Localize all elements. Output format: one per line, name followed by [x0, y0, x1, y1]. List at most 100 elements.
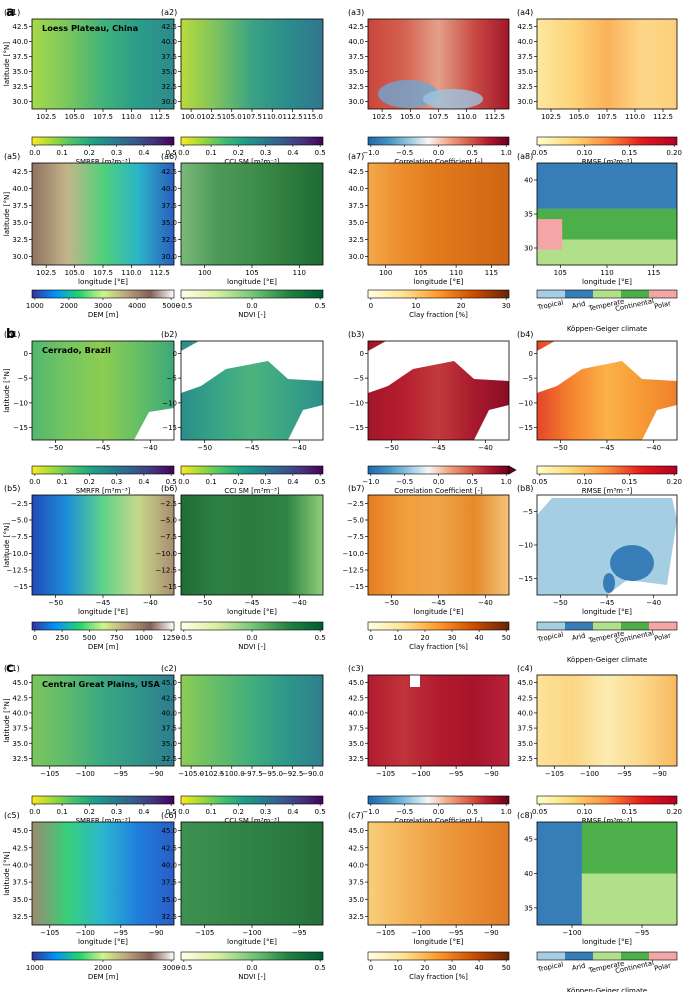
x-tick-label: 105 [245, 269, 258, 277]
y-tick-label: −12.5 [156, 567, 177, 575]
x-tick-label: −50 [48, 444, 63, 452]
y-tick-label: 37.5 [12, 725, 28, 733]
region-a: a(a1)102.5 105.0 107.5 110.0 112.542.540.037… [2, 5, 682, 333]
panel-label: (b2) [161, 330, 177, 339]
colorbar-tick-label: 0.5 [315, 634, 326, 642]
y-tick-label: 40.0 [348, 861, 364, 869]
y-tick-label: 37.5 [348, 725, 364, 733]
map-b6 [181, 495, 323, 595]
x-tick-label: −45 [245, 599, 260, 607]
colorbar-tick-label: −0.5 [396, 478, 413, 486]
x-tick-label: 112.5 [283, 113, 303, 121]
colorbar-label: Correlation Coefficient [-] [394, 158, 483, 166]
colorbar [31, 289, 175, 299]
x-tick-label: −95 [635, 929, 650, 937]
y-tick-label: 40.0 [12, 38, 28, 46]
x-tick-label: 112.5 [653, 113, 673, 121]
colorbar-tick-label: 0.2 [233, 478, 244, 486]
y-tick-label: 40 [524, 177, 533, 185]
y-tick-label: 32.5 [348, 83, 364, 91]
x-tick-label: −105 [376, 929, 395, 937]
koppen-label: Köppen-Geiger climate [567, 987, 647, 992]
colorbar-tick-label: 0.4 [287, 478, 299, 486]
no-data-mask [474, 405, 509, 440]
colorbar [367, 621, 510, 631]
x-tick-label: 105.0 [222, 113, 242, 121]
x-tick-label: −40 [143, 599, 158, 607]
colorbar-tick-label: 0.10 [577, 808, 593, 816]
colorbar-tick-label: 2000 [60, 302, 78, 310]
x-tick-label: 107.5 [93, 113, 113, 121]
y-tick-label: 42.5 [161, 844, 177, 852]
map-a5 [32, 163, 174, 265]
colorbar-tick-label: 40 [475, 964, 484, 972]
y-tick-label: 35.0 [348, 219, 364, 227]
colorbar-tick-label: 0.5 [315, 149, 326, 157]
colorbar-label: Correlation Coefficient [-] [394, 487, 483, 495]
koppen-label: Köppen-Geiger climate [567, 325, 647, 333]
colorbar-label: RMSE [m³m⁻³] [582, 487, 633, 495]
x-tick-label: 102.5 [541, 113, 561, 121]
panel-label: (c7) [348, 811, 364, 820]
koppen-bar-frame [536, 951, 678, 961]
koppen-polar [537, 219, 563, 250]
y-tick-label: 32.5 [517, 755, 533, 763]
x-tick-label: −95 [113, 929, 128, 937]
panel-label: (a1) [4, 8, 20, 17]
y-tick-label: −7.5 [11, 533, 28, 541]
colorbar-tick-label: 3000 [94, 302, 112, 310]
colorbar [536, 795, 678, 805]
x-tick-label: −90 [652, 770, 667, 778]
y-tick-label: 32.5 [348, 755, 364, 763]
colorbar-tick-label: 0.4 [287, 808, 299, 816]
panel-label: (b3) [348, 330, 364, 339]
koppen-swatch [593, 622, 621, 630]
y-tick-label: 32.5 [12, 83, 28, 91]
panel-label: (c6) [161, 811, 177, 820]
x-axis-label: longitude [°E] [78, 937, 128, 946]
koppen-arid [537, 822, 582, 925]
x-tick-label: 110 [293, 269, 306, 277]
x-tick-label: −45 [96, 599, 111, 607]
region-title: Loess Plateau, China [42, 23, 138, 33]
colorbar-label: SMRFR [m³m⁻³] [76, 817, 131, 825]
colorbar [180, 136, 324, 146]
x-axis-label: longitude [°E] [78, 607, 128, 616]
panel-label: (a6) [161, 152, 177, 161]
colorbar-tick-label: 0.3 [111, 478, 122, 486]
colorbar [31, 621, 175, 631]
colorbar-tick-label: 0.1 [206, 808, 217, 816]
y-tick-label: 37.5 [348, 53, 364, 61]
no-data-mask [642, 405, 677, 440]
x-tick-label: −100 [411, 929, 430, 937]
colorbar-tick-label: 0.0 [433, 149, 444, 157]
x-tick-label: −100 [411, 770, 430, 778]
x-tick-label: −45 [245, 444, 260, 452]
y-tick-label: −5 [167, 375, 177, 383]
colorbar-tick-label: 40 [475, 634, 484, 642]
x-tick-label: −50 [553, 599, 568, 607]
colorbar-tick-label: 0.2 [84, 808, 95, 816]
y-tick-label: −5 [523, 508, 533, 516]
colorbar-tick-label: 0.5 [315, 808, 326, 816]
y-tick-label: 0 [173, 350, 177, 358]
colorbar-tick-label: 0.3 [111, 808, 122, 816]
y-tick-label: 35.0 [12, 740, 28, 748]
y-tick-label: −5.0 [11, 517, 28, 525]
y-tick-label: −15 [13, 424, 28, 432]
x-tick-label: −100 [562, 929, 581, 937]
colorbar-tick-label: 0.15 [622, 149, 638, 157]
y-tick-label: 35.0 [348, 896, 364, 904]
colorbar-tick-label: 0.4 [287, 149, 299, 157]
colorbar-tick-label: 0.05 [532, 149, 548, 157]
negative-corr-region [378, 80, 438, 108]
colorbar-label: Clay fraction [%] [409, 311, 468, 319]
x-tick-label: −95.0 [262, 770, 283, 778]
colorbar [180, 951, 324, 961]
koppen-swatch [565, 290, 593, 298]
colorbar-tick-label: 0.3 [111, 149, 122, 157]
colorbar-tick-label: 750 [110, 634, 123, 642]
x-tick-label: 105.0 [65, 269, 85, 277]
colorbar-label: RMSE [m³m⁻³] [582, 817, 633, 825]
colorbar-tick-label: 0.0 [433, 808, 444, 816]
